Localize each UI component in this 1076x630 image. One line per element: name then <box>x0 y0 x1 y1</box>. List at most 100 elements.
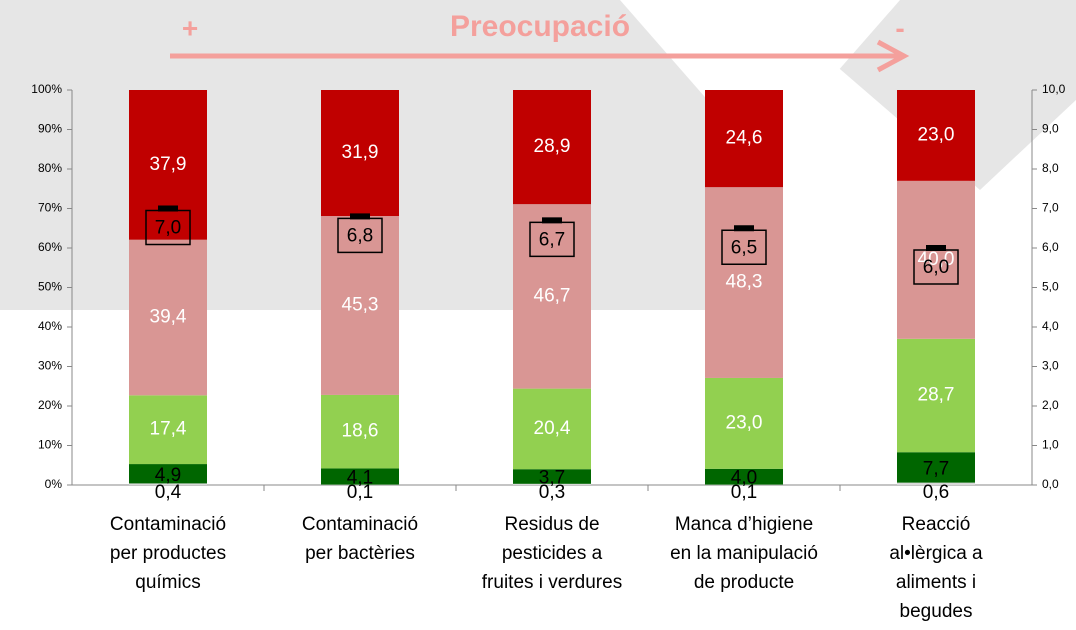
x-tick-label-line: químics <box>135 572 200 593</box>
value-label: 0,1 <box>731 482 757 503</box>
value-label: 17,4 <box>150 419 187 440</box>
value-label: 31,9 <box>342 142 379 163</box>
value-label: 45,3 <box>342 294 379 315</box>
y2-tick-label: 5,0 <box>1042 280 1059 294</box>
mean-label: 6,8 <box>347 225 373 246</box>
x-tick-label: Residus de pesticides a fruites i verdures <box>482 514 622 593</box>
bar-segment <box>321 90 399 217</box>
y2-tick-label: 3,0 <box>1042 359 1059 373</box>
bar-segment <box>897 338 975 453</box>
x-tick-label: Manca d’higiene en la manipulació de produ… <box>670 514 818 593</box>
value-label: 39,4 <box>150 307 187 328</box>
value-label: 20,4 <box>534 418 571 439</box>
mean-box <box>913 249 959 285</box>
bar-segment <box>513 469 591 484</box>
bar-segment <box>897 452 975 483</box>
mean-label: 6,0 <box>923 257 949 278</box>
x-tick-label-line: al•lèrgica a <box>889 543 983 564</box>
x-tick-label-line: Contaminació <box>110 514 226 535</box>
bar-segment <box>897 180 975 339</box>
bar-segment <box>705 187 783 378</box>
mean-marker <box>926 245 946 251</box>
value-label: 4,9 <box>155 465 181 486</box>
value-label: 4,1 <box>347 468 373 489</box>
bar-segment <box>897 482 975 485</box>
value-label: 7,7 <box>923 458 949 479</box>
arrow-head <box>876 39 910 73</box>
x-tick-label-line: begudes <box>900 601 973 622</box>
y2-tick-label: 8,0 <box>1042 161 1059 175</box>
bar-segment <box>513 204 591 389</box>
bar-segment <box>129 464 207 484</box>
x-tick-label: Contaminació per productes químics <box>110 514 226 593</box>
y2-tick-label: 10,0 <box>1042 82 1066 96</box>
mean-label: 6,5 <box>731 237 757 258</box>
mean-marker <box>350 213 370 220</box>
header-title: Preocupació <box>450 10 630 43</box>
value-label: 37,9 <box>150 154 187 175</box>
mean-marker <box>542 217 562 224</box>
bar-segment <box>705 377 783 469</box>
y2-tick-label: 7,0 <box>1042 201 1059 215</box>
x-tick-label-line: pesticides a <box>502 543 603 564</box>
mean-marker <box>158 205 178 212</box>
header-minus: - <box>895 12 904 43</box>
bar-segment <box>897 90 975 181</box>
y-tick-label: 100% <box>31 82 62 96</box>
value-label: 28,7 <box>918 385 955 406</box>
bar-segment <box>129 90 207 240</box>
value-label: 28,9 <box>534 136 571 157</box>
bar-segment <box>321 216 399 395</box>
x-tick-label-line: fruites i verdures <box>482 572 622 593</box>
value-label: 0,4 <box>155 482 182 503</box>
mean-marker <box>734 225 754 232</box>
y-tick-label: 60% <box>38 240 62 254</box>
bar-segment <box>705 90 783 188</box>
x-tick-label-line: Contaminació <box>302 514 418 535</box>
mean-box <box>145 209 191 246</box>
y-tick-label: 30% <box>38 359 62 373</box>
x-tick-label-line: Residus de <box>504 514 599 535</box>
value-label: 4,0 <box>731 468 757 489</box>
value-label: 18,6 <box>342 421 379 442</box>
bar-segment <box>513 90 591 205</box>
bar-segment <box>129 239 207 396</box>
bar-segment <box>513 388 591 470</box>
bar-segment <box>321 468 399 485</box>
y-tick-label: 20% <box>38 398 62 412</box>
value-label: 40,0 <box>918 249 955 270</box>
value-label: 23,0 <box>726 412 763 433</box>
mean-box <box>529 221 575 258</box>
value-label: 0,1 <box>347 482 373 503</box>
y-tick-label: 70% <box>38 201 62 215</box>
x-tick-label-line: per productes <box>110 543 226 564</box>
mean-label: 7,0 <box>155 218 181 239</box>
y2-tick-label: 6,0 <box>1042 240 1059 254</box>
mean-box <box>337 217 383 254</box>
x-tick-label-line: aliments i <box>896 572 976 593</box>
y2-tick-label: 4,0 <box>1042 319 1059 333</box>
value-label: 3,7 <box>539 468 565 489</box>
header-plus: + <box>182 12 198 43</box>
x-tick-label-line: Reacció <box>902 514 971 535</box>
y-tick-label: 90% <box>38 122 62 136</box>
y-tick-label: 80% <box>38 161 62 175</box>
bar-segment <box>321 394 399 469</box>
y2-tick-label: 1,0 <box>1042 438 1059 452</box>
bar-segment <box>129 483 207 485</box>
x-tick-label-line: de producte <box>694 572 794 593</box>
mean-label: 6,7 <box>539 229 565 250</box>
y2-tick-label: 9,0 <box>1042 122 1059 136</box>
value-label: 48,3 <box>726 272 763 293</box>
bar-segment <box>513 483 591 485</box>
value-label: 46,7 <box>534 285 571 306</box>
x-tick-label-line: en la manipulació <box>670 543 818 564</box>
y-tick-label: 50% <box>38 280 62 294</box>
value-label: 0,3 <box>539 482 565 503</box>
x-tick-label-line: per bactèries <box>305 543 415 564</box>
y2-tick-label: 2,0 <box>1042 398 1059 412</box>
background-shape <box>620 0 900 160</box>
value-label: 24,6 <box>726 128 763 149</box>
value-label: 23,0 <box>918 124 955 145</box>
